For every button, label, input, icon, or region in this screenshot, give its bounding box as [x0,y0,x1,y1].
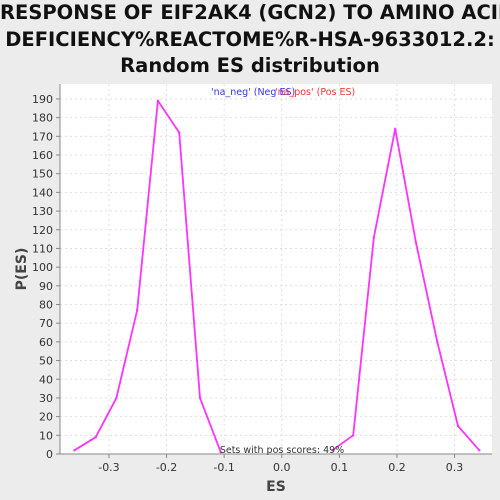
legend-pos: 'na_pos' (Pos ES) [275,87,355,98]
data-point [94,435,97,439]
y-tick-label: 130 [32,205,53,218]
x-tick-label: -0.2 [156,461,177,474]
x-tick-label: -0.1 [213,461,234,474]
data-point [351,434,355,437]
legend-neg: 'na_neg' (Neg ES) [211,87,295,98]
y-tick-label: 30 [39,392,53,405]
data-point [414,241,418,245]
y-tick-label: 40 [39,373,53,386]
chart-title-line-3: Random ES distribution [120,54,380,77]
y-tick-label: 190 [32,93,53,106]
y-tick-label: 80 [39,299,53,312]
data-point [115,396,118,400]
y-tick-label: 60 [39,336,53,349]
y-tick-label: 120 [32,224,53,237]
pos-scores-annotation: Sets with pos scores: 49% [220,445,344,456]
y-tick-label: 90 [39,280,53,293]
y-tick-label: 170 [32,130,53,143]
series-lines [73,99,481,454]
y-tick-label: 110 [32,242,53,255]
chart-title-line-1: RESPONSE OF EIF2AK4 (GCN2) TO AMINO ACID [0,1,500,24]
series-line-1 [73,99,222,453]
y-tick-label: 100 [32,261,53,274]
data-point [478,449,481,452]
data-point [394,127,397,131]
y-tick-label: 20 [39,411,53,424]
data-point [331,449,334,452]
data-point [73,449,76,452]
x-tick-label: 0.3 [446,461,464,474]
data-point [156,99,160,103]
data-point [135,308,139,312]
y-axis-label: P(ES) [14,248,30,291]
x-tick-label: 0.0 [273,461,291,474]
y-ticks: 0 10 20 30 40 50 60 70 80 90 100 110 120 130 140 150 160… [32,93,60,461]
y-tick-label: 0 [46,448,53,461]
x-tick-label: 0.1 [331,461,349,474]
x-tick-label: 0.2 [388,461,406,474]
y-tick-label: 140 [32,186,53,199]
x-tick-label: -0.3 [98,461,119,474]
plot-area [60,84,492,454]
y-tick-label: 150 [32,168,53,181]
y-tick-label: 180 [32,112,53,125]
data-point [372,236,376,239]
x-ticks: -0.3 -0.2 -0.1 0.0 0.1 0.2 0.3 [98,454,463,474]
data-point [436,340,439,344]
axes [59,84,492,455]
data-point [198,396,202,400]
x-axis-label: ES [266,479,286,495]
data-point [456,424,460,428]
series-line-2 [331,127,480,452]
y-tick-label: 70 [39,317,53,330]
data-point [178,131,181,134]
chart-title-line-2: DEFICIENCY%REACTOME%R-HSA-9633012.2: [5,27,495,51]
y-tick-label: 10 [39,429,53,442]
chart-title: RESPONSE OF EIF2AK4 (GCN2) TO AMINO ACID… [0,0,500,80]
y-tick-label: 160 [32,149,53,162]
y-tick-label: 50 [39,355,53,368]
data-point [219,450,222,454]
